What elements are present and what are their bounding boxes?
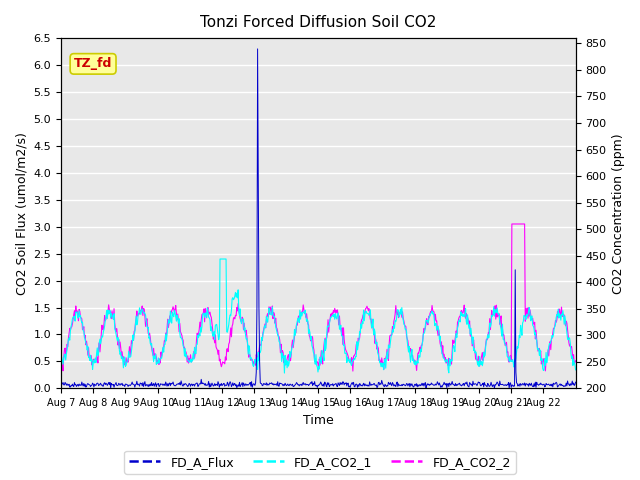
FD_A_CO2_1 xyxy=(212,322,220,327)
FD_A_CO2_2 xyxy=(237,319,245,325)
FD_A_CO2_1 xyxy=(238,317,246,323)
FD_A_CO2_2 xyxy=(508,221,516,227)
FD_A_CO2_1 xyxy=(216,256,224,262)
Y-axis label: CO2 Concentration (ppm): CO2 Concentration (ppm) xyxy=(612,133,625,294)
Y-axis label: CO2 Soil Flux (umol/m2/s): CO2 Soil Flux (umol/m2/s) xyxy=(15,132,28,295)
FD_A_CO2_1 xyxy=(280,370,288,376)
FD_A_CO2_1 xyxy=(118,356,125,361)
X-axis label: Time: Time xyxy=(303,414,333,427)
FD_A_Flux xyxy=(258,381,266,386)
FD_A_CO2_2 xyxy=(212,344,220,349)
FD_A_CO2_2 xyxy=(349,368,356,374)
FD_A_CO2_1 xyxy=(401,326,409,332)
Title: Tonzi Forced Diffusion Soil CO2: Tonzi Forced Diffusion Soil CO2 xyxy=(200,15,436,30)
FD_A_Flux xyxy=(212,382,220,387)
Line: FD_A_CO2_2: FD_A_CO2_2 xyxy=(61,224,575,371)
FD_A_CO2_1 xyxy=(572,367,579,373)
FD_A_Flux xyxy=(372,383,380,388)
Line: FD_A_Flux: FD_A_Flux xyxy=(61,49,575,388)
FD_A_CO2_1 xyxy=(258,335,266,340)
FD_A_CO2_2 xyxy=(372,336,380,342)
Legend: FD_A_Flux, FD_A_CO2_1, FD_A_CO2_2: FD_A_Flux, FD_A_CO2_1, FD_A_CO2_2 xyxy=(124,451,516,474)
FD_A_Flux xyxy=(401,382,408,388)
Line: FD_A_CO2_1: FD_A_CO2_1 xyxy=(61,259,575,373)
FD_A_Flux xyxy=(253,46,261,52)
FD_A_Flux xyxy=(491,385,499,391)
FD_A_CO2_1 xyxy=(372,340,380,346)
FD_A_Flux xyxy=(118,382,125,387)
FD_A_CO2_2 xyxy=(257,342,265,348)
FD_A_Flux xyxy=(572,379,579,385)
FD_A_CO2_2 xyxy=(572,358,579,364)
FD_A_Flux xyxy=(57,381,65,387)
FD_A_CO2_2 xyxy=(118,353,125,359)
Text: TZ_fd: TZ_fd xyxy=(74,58,112,71)
FD_A_CO2_1 xyxy=(57,363,65,369)
FD_A_Flux xyxy=(237,382,245,387)
FD_A_CO2_2 xyxy=(57,357,65,363)
FD_A_CO2_2 xyxy=(401,322,408,328)
